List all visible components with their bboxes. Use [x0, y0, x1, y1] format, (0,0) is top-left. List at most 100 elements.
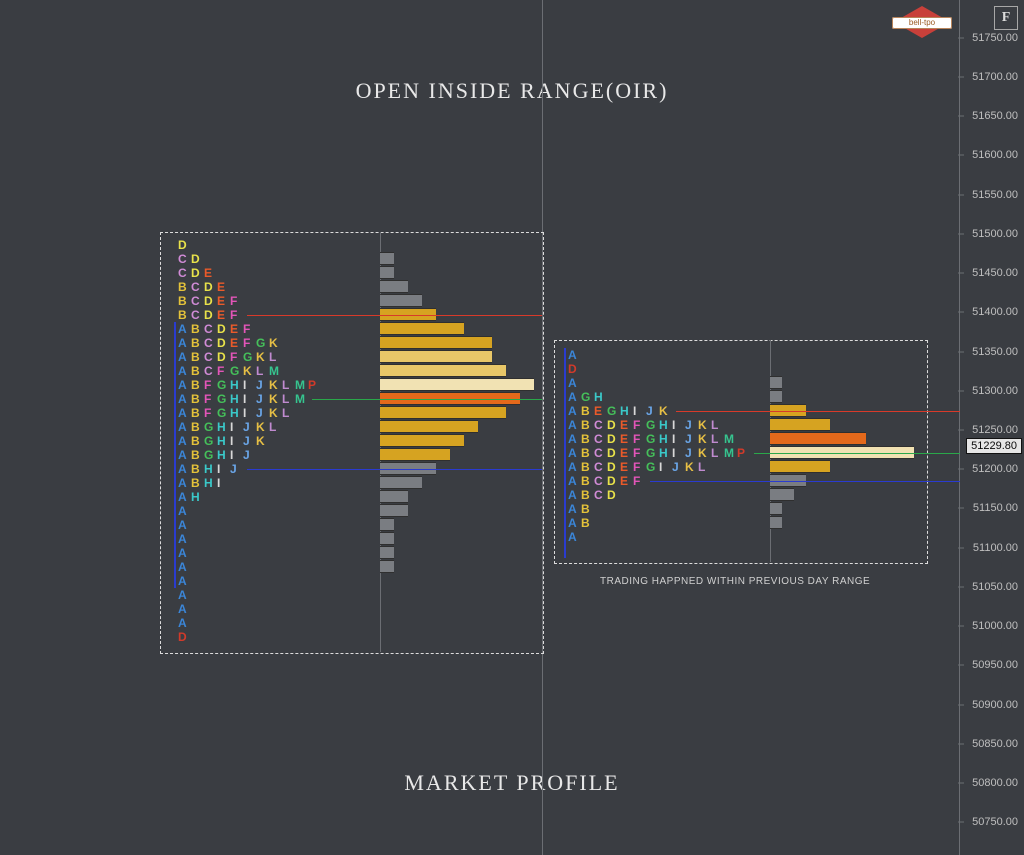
tpo-letter: H: [204, 476, 217, 490]
tpo-row: ABCD: [568, 488, 620, 502]
tpo-letter: C: [178, 266, 191, 280]
tpo-letter: B: [191, 406, 204, 420]
tpo-letter: H: [230, 392, 243, 406]
tpo-letter: P: [308, 378, 321, 392]
tpo-letter: D: [607, 446, 620, 460]
tpo-letter: A: [178, 574, 191, 588]
tpo-letter: G: [607, 404, 620, 418]
tpo-letter: A: [178, 616, 191, 630]
tpo-letter: E: [204, 266, 217, 280]
tpo-letter: L: [282, 406, 295, 420]
open-range-line: [174, 322, 176, 588]
reference-line: [247, 469, 542, 470]
price-tick-label: 51300.00: [972, 385, 1018, 397]
reference-line: [676, 411, 960, 412]
tpo-letter: E: [620, 418, 633, 432]
tpo-letter: A: [178, 532, 191, 546]
tpo-letter: C: [191, 294, 204, 308]
tpo-letter: J: [685, 432, 698, 446]
tpo-letter: A: [178, 588, 191, 602]
price-tick-label: 51150.00: [973, 502, 1018, 514]
tpo-letter: G: [646, 432, 659, 446]
tpo-letter: B: [581, 502, 594, 516]
price-tick-label: 51250.00: [972, 424, 1018, 436]
tpo-row: A: [178, 616, 191, 630]
tpo-row: ABFGHIJKLMP: [178, 378, 321, 392]
volume-bar: [770, 376, 782, 389]
tpo-letter: B: [581, 460, 594, 474]
tpo-letter: B: [581, 418, 594, 432]
tpo-row: BCDE: [178, 280, 230, 294]
tpo-letter: H: [594, 390, 607, 404]
volume-bar: [380, 322, 464, 335]
tpo-row: ABGHIJKL: [178, 420, 282, 434]
tpo-letter: E: [230, 322, 243, 336]
tpo-letter: F: [230, 308, 243, 322]
tpo-letter: K: [685, 460, 698, 474]
tpo-letter: A: [178, 546, 191, 560]
tpo-letter: A: [178, 406, 191, 420]
price-tick-label: 51400.00: [972, 306, 1018, 318]
tpo-row: A: [178, 588, 191, 602]
tpo-letter: B: [191, 476, 204, 490]
tpo-letter: K: [659, 404, 672, 418]
tpo-letter: F: [204, 378, 217, 392]
volume-bar: [380, 350, 492, 363]
tpo-letter: K: [698, 418, 711, 432]
tpo-letter: A: [568, 502, 581, 516]
price-tick-label: 50900.00: [972, 699, 1018, 711]
tpo-letter: D: [191, 252, 204, 266]
volume-bar: [380, 336, 492, 349]
tpo-letter: G: [256, 336, 269, 350]
tpo-letter: E: [217, 280, 230, 294]
flag-button[interactable]: F: [994, 6, 1018, 30]
tpo-letter: C: [204, 336, 217, 350]
tpo-letter: C: [594, 488, 607, 502]
tpo-row: BCDEF: [178, 308, 243, 322]
tpo-letter: G: [581, 390, 594, 404]
tpo-letter: I: [672, 432, 685, 446]
tpo-letter: A: [568, 474, 581, 488]
tpo-letter: B: [191, 322, 204, 336]
tpo-letter: L: [711, 418, 724, 432]
chart-stage: OPEN INSIDE RANGE(OIR) MARKET PROFILE 51…: [0, 0, 1024, 855]
tpo-letter: L: [711, 446, 724, 460]
tpo-letter: M: [295, 378, 308, 392]
tpo-letter: A: [178, 518, 191, 532]
price-tick-label: 51100.00: [973, 542, 1018, 554]
tpo-letter: A: [178, 434, 191, 448]
price-tick-label: 51200.00: [972, 463, 1018, 475]
tpo-row: A: [178, 532, 191, 546]
tpo-letter: A: [568, 348, 581, 362]
tpo-letter: B: [191, 392, 204, 406]
title-top: OPEN INSIDE RANGE(OIR): [0, 78, 1024, 104]
tpo-letter: I: [217, 462, 230, 476]
tpo-letter: H: [217, 420, 230, 434]
tpo-letter: H: [230, 406, 243, 420]
tpo-letter: J: [243, 420, 256, 434]
tpo-letter: K: [256, 420, 269, 434]
tpo-letter: C: [191, 280, 204, 294]
tpo-letter: K: [269, 378, 282, 392]
volume-bar: [770, 488, 794, 501]
tpo-letter: A: [178, 448, 191, 462]
reference-line: [247, 315, 542, 316]
tpo-letter: J: [256, 406, 269, 420]
tpo-letter: D: [204, 280, 217, 294]
tpo-letter: L: [711, 432, 724, 446]
tpo-row: AB: [568, 502, 594, 516]
reference-line: [754, 453, 960, 454]
tpo-letter: C: [594, 418, 607, 432]
tpo-letter: B: [178, 308, 191, 322]
tpo-letter: B: [191, 350, 204, 364]
price-axis-line: [959, 0, 960, 855]
tpo-letter: A: [178, 602, 191, 616]
title-bottom: MARKET PROFILE: [0, 770, 1024, 796]
tpo-letter: D: [607, 418, 620, 432]
price-tick-label: 50850.00: [972, 738, 1018, 750]
volume-bar: [380, 448, 450, 461]
tpo-letter: A: [178, 378, 191, 392]
tpo-letter: I: [633, 404, 646, 418]
tpo-letter: D: [607, 474, 620, 488]
tpo-row: ABCFGKLM: [178, 364, 282, 378]
